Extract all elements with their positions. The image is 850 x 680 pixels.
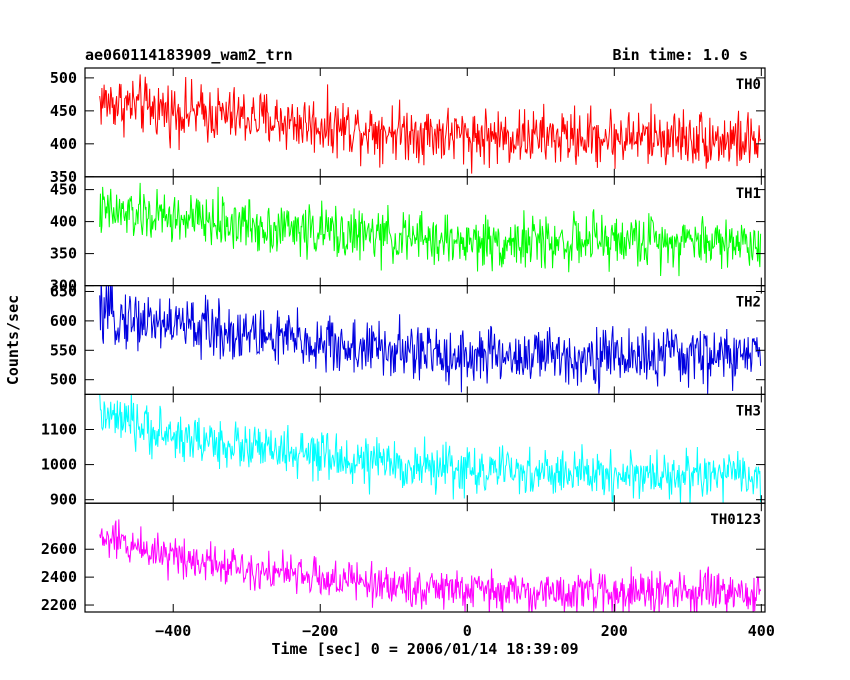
y-tick-label: 2400 [41,568,77,586]
x-tick-label: 200 [601,622,628,640]
x-tick-label: −400 [155,622,191,640]
panels-group: 350 400 450 500 TH0 300 350 400 450 TH1 500 550 600 6… [41,67,766,614]
y-tick-label: 400 [50,135,77,153]
series-line-th3 [99,394,762,504]
y-axis-label: Counts/sec [4,295,22,385]
y-tick-label: 1000 [41,456,77,474]
panel-th0: 350 400 450 500 TH0 [50,67,766,186]
panel-name-label: TH2 [736,295,761,311]
x-axis: −400 −200 0 200 400 [155,622,775,640]
y-tick-label: 550 [50,341,77,359]
panel-frame [84,502,766,613]
y-tick-label: 500 [50,371,77,389]
series-line-th1 [99,182,762,277]
bin-time-label: Bin time: 1.0 s [613,46,748,64]
x-tick-label: −200 [302,622,338,640]
series-line-th0123 [99,519,762,613]
series-line-th2 [99,285,762,395]
y-tick-label: 350 [50,245,77,263]
y-tick-label: 1100 [41,420,77,438]
panel-name-label: TH1 [736,186,761,202]
x-tick-label: 0 [463,622,472,640]
y-tick-label: 900 [50,491,77,509]
x-axis-label: Time [sec] 0 = 2006/01/14 18:39:09 [271,640,578,658]
panel-th0123: 2200 2400 2600 TH0123 [41,502,766,614]
series-line-th0 [99,74,762,174]
y-tick-label: 650 [50,282,77,300]
panel-name-label: TH3 [736,403,761,419]
chart-title: ae060114183909_wam2_trn [85,46,293,64]
y-tick-label: 300 [50,277,77,295]
y-tick-label: 450 [50,181,77,199]
y-tick-label: 2600 [41,540,77,558]
panel-name-label: TH0123 [710,512,761,528]
y-tick-label: 2200 [41,596,77,614]
panel-name-label: TH0 [736,77,761,93]
y-tick-label: 450 [50,102,77,120]
y-tick-label: 350 [50,168,77,186]
x-tick-label: 400 [748,622,775,640]
panel-th2: 500 550 600 650 TH2 [50,282,766,396]
y-tick-label: 600 [50,312,77,330]
y-tick-label: 500 [50,69,77,87]
panel-th3: 900 1000 1100 TH3 [41,393,766,509]
panel-th1: 300 350 400 450 TH1 [50,176,766,295]
panel-frame [84,176,766,287]
y-tick-label: 400 [50,213,77,231]
